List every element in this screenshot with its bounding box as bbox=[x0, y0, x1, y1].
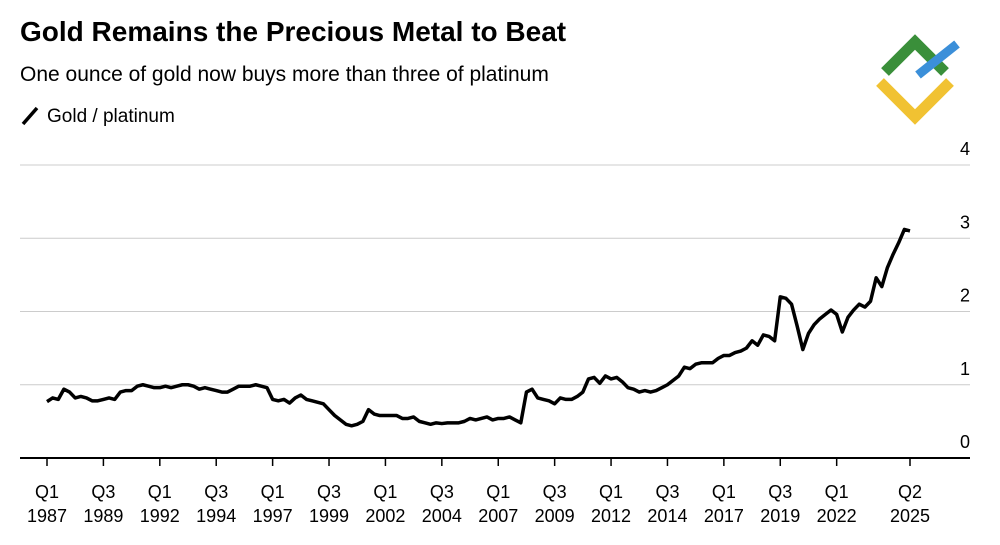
x-tick-label: Q1 2002 bbox=[365, 482, 406, 526]
y-tick-label: 1 bbox=[960, 359, 970, 379]
legend-swatch bbox=[21, 106, 39, 126]
chart-title: Gold Remains the Precious Metal to Beat bbox=[20, 16, 566, 47]
chart-subtitle: One ounce of gold now buys more than thr… bbox=[20, 63, 549, 86]
x-tick-label: Q3 2009 bbox=[534, 482, 575, 526]
y-tick-label: 4 bbox=[960, 139, 970, 159]
x-tick-label: Q1 1992 bbox=[139, 482, 180, 526]
x-tick-label: Q3 2019 bbox=[760, 482, 801, 526]
y-tick-label: 0 bbox=[960, 432, 970, 452]
x-tick-label: Q1 2012 bbox=[591, 482, 632, 526]
x-tick-label: Q3 2004 bbox=[421, 482, 462, 526]
x-tick-label: Q3 1994 bbox=[196, 482, 237, 526]
x-tick-label: Q1 2017 bbox=[703, 482, 744, 526]
logo bbox=[876, 34, 960, 125]
x-tick-label: Q1 1997 bbox=[252, 482, 293, 526]
y-tick-label: 3 bbox=[960, 212, 970, 232]
x-tick-label: Q3 1989 bbox=[83, 482, 124, 526]
x-tick-label: Q1 2022 bbox=[816, 482, 857, 526]
y-tick-label: 2 bbox=[960, 286, 970, 306]
x-tick-label: Q3 1999 bbox=[308, 482, 350, 526]
legend-label: Gold / platinum bbox=[47, 106, 175, 127]
x-tick-label: Q1 2007 bbox=[478, 482, 519, 526]
data-line bbox=[46, 227, 911, 428]
x-tick-label: Q3 2014 bbox=[647, 482, 688, 526]
x-tick-label: Q2 2025 bbox=[889, 482, 931, 526]
x-tick-label: Q1 1987 bbox=[26, 482, 68, 526]
